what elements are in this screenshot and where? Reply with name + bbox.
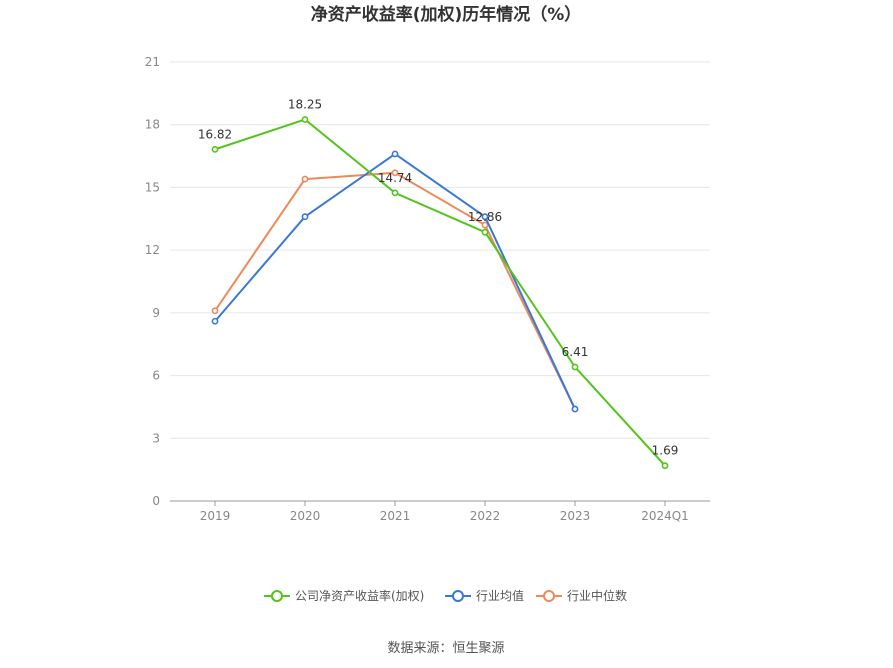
series [211, 116, 669, 470]
y-tick-label: 18 [145, 118, 160, 132]
y-tick-label: 21 [145, 55, 160, 69]
axes: 0 3 6 9 12 15 18 21 2019 2020 2021 2022 2023 2024Q1 [145, 55, 710, 523]
legend-label: 行业中位数 [567, 588, 627, 603]
series-line [214, 171, 576, 410]
y-tick-label: 9 [152, 306, 160, 320]
data-label: 14.74 [378, 171, 412, 185]
data-label: 16.82 [198, 127, 232, 141]
data-labels: 16.82 18.25 14.74 12.86 6.41 1.69 [198, 97, 679, 457]
legend-swatch-marker [271, 590, 283, 602]
data-point [301, 213, 309, 221]
y-tick-label: 6 [152, 369, 160, 383]
source-note: 数据来源：恒生聚源 [387, 641, 504, 656]
data-point [211, 307, 219, 315]
data-point [661, 462, 669, 470]
data-point [571, 363, 579, 371]
data-label: 6.41 [562, 345, 589, 359]
data-point [481, 213, 489, 221]
x-tick-label: 2023 [560, 509, 591, 523]
grid [170, 61, 710, 439]
x-tick-label: 2019 [200, 509, 231, 523]
data-label: 18.25 [288, 97, 322, 111]
legend-label: 公司净资产收益率(加权) [295, 588, 424, 603]
legend-swatch-marker [543, 590, 555, 602]
y-tick-label: 12 [145, 243, 160, 257]
x-tick-label: 2021 [380, 509, 411, 523]
data-point [481, 228, 489, 236]
series-line [214, 118, 666, 467]
legend-label: 行业均值 [476, 588, 524, 603]
legend-item: 行业中位数 [536, 588, 627, 603]
chart-title: 净资产收益率(加权)历年情况（%） [311, 4, 582, 25]
data-point [481, 221, 489, 229]
x-tick-label: 2022 [470, 509, 501, 523]
legend-item: 行业均值 [445, 588, 524, 603]
y-tick-label: 15 [145, 180, 160, 194]
data-label: 1.69 [652, 444, 679, 458]
data-point [571, 405, 579, 413]
legend-swatch-marker [452, 590, 464, 602]
data-point [391, 169, 399, 177]
y-tick-label: 3 [152, 431, 160, 445]
data-point [391, 150, 399, 158]
data-point [301, 116, 309, 123]
data-point [211, 317, 219, 325]
x-tick-label: 2020 [290, 509, 321, 523]
legend-item: 公司净资产收益率(加权) [264, 588, 424, 603]
data-point [391, 189, 399, 197]
y-tick-label: 0 [152, 494, 160, 508]
data-point [301, 175, 309, 183]
data-label: 12.86 [468, 210, 502, 224]
legend: 公司净资产收益率(加权) 行业均值 行业中位数 [264, 588, 627, 603]
x-tick-label: 2024Q1 [641, 509, 689, 523]
data-point [211, 145, 219, 153]
